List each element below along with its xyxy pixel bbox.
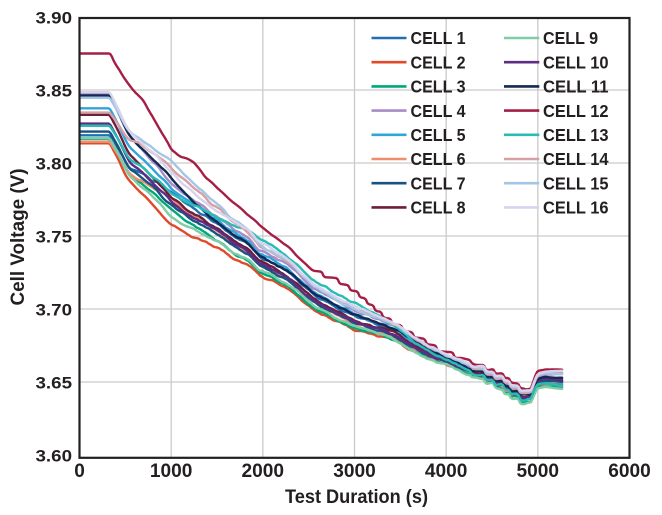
- svg-text:CELL 2: CELL 2: [411, 52, 466, 72]
- svg-text:6000: 6000: [608, 461, 651, 482]
- svg-text:3.65: 3.65: [36, 374, 73, 393]
- svg-text:CELL 10: CELL 10: [543, 52, 609, 72]
- svg-text:CELL 14: CELL 14: [543, 149, 609, 169]
- svg-text:3000: 3000: [333, 461, 376, 482]
- svg-text:CELL 7: CELL 7: [411, 173, 466, 193]
- svg-text:CELL 3: CELL 3: [411, 77, 466, 97]
- svg-text:3.85: 3.85: [36, 82, 73, 101]
- svg-text:CELL 1: CELL 1: [411, 28, 466, 48]
- svg-text:0: 0: [74, 461, 85, 482]
- svg-text:CELL 5: CELL 5: [411, 125, 466, 145]
- svg-text:CELL 15: CELL 15: [543, 173, 609, 193]
- svg-text:5000: 5000: [517, 461, 560, 482]
- svg-text:1000: 1000: [150, 461, 193, 482]
- svg-text:CELL 16: CELL 16: [543, 198, 609, 218]
- svg-text:CELL 13: CELL 13: [543, 125, 609, 145]
- svg-text:CELL 12: CELL 12: [543, 101, 609, 121]
- svg-text:3.80: 3.80: [36, 155, 73, 174]
- svg-text:2000: 2000: [242, 461, 285, 482]
- svg-text:4000: 4000: [425, 461, 468, 482]
- svg-text:CELL 4: CELL 4: [411, 101, 466, 121]
- svg-text:CELL 11: CELL 11: [543, 77, 609, 97]
- svg-text:Cell Voltage (V): Cell Voltage (V): [8, 169, 29, 306]
- svg-text:Test Duration (s): Test Duration (s): [285, 487, 428, 508]
- svg-text:CELL 9: CELL 9: [543, 28, 598, 48]
- svg-text:CELL 6: CELL 6: [411, 149, 466, 169]
- svg-text:3.90: 3.90: [36, 9, 73, 28]
- svg-text:CELL 8: CELL 8: [411, 198, 466, 218]
- svg-text:3.60: 3.60: [36, 447, 73, 466]
- svg-text:3.75: 3.75: [36, 228, 73, 247]
- svg-text:3.70: 3.70: [36, 301, 73, 320]
